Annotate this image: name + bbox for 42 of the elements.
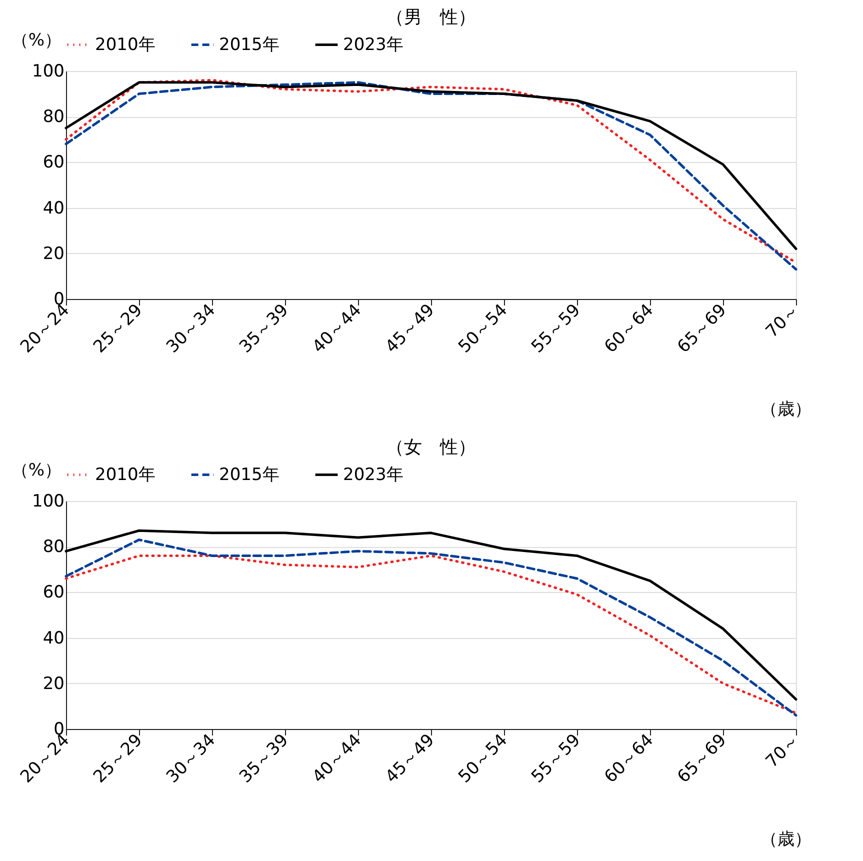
x-tick-label: 25～29 bbox=[90, 730, 147, 788]
x-tick-label: 60～64 bbox=[600, 300, 658, 358]
x-tick-label: 25～29 bbox=[90, 300, 147, 358]
y-tick-label: 100 bbox=[32, 492, 64, 512]
x-tick-label: 50～54 bbox=[454, 730, 512, 788]
y-tick-label: 20 bbox=[42, 674, 64, 694]
x-tick-label: 50～54 bbox=[454, 300, 512, 358]
x-tick-label: 30～34 bbox=[162, 300, 220, 358]
y-tick-label: 80 bbox=[42, 537, 64, 558]
x-tick-label: 65～69 bbox=[674, 300, 731, 358]
y-tick-label: 60 bbox=[42, 582, 64, 603]
x-tick-label: 45～49 bbox=[382, 730, 439, 788]
y-axis-title: （%） bbox=[11, 460, 62, 480]
x-tick-label: 65～69 bbox=[674, 730, 731, 788]
x-tick-label: 40～44 bbox=[308, 300, 366, 358]
legend-label: 2015年 bbox=[219, 34, 280, 55]
chart-title: （男 性） bbox=[386, 7, 476, 28]
x-tick-label: 70～ bbox=[762, 300, 804, 342]
x-tick-label: 55～59 bbox=[528, 730, 585, 788]
x-tick-label: 40～44 bbox=[308, 730, 366, 788]
y-axis-title: （%） bbox=[11, 30, 62, 50]
y-tick-label: 80 bbox=[42, 107, 64, 128]
legend-label: 2023年 bbox=[343, 464, 404, 485]
x-tick-label: 70～ bbox=[762, 730, 804, 772]
legend-label: 2010年 bbox=[95, 34, 156, 55]
x-tick-label: 35～39 bbox=[236, 300, 293, 358]
chart-title: （女 性） bbox=[386, 437, 476, 458]
y-tick-label: 60 bbox=[42, 152, 64, 173]
y-tick-label: 40 bbox=[42, 628, 64, 648]
y-tick-label: 100 bbox=[32, 62, 64, 82]
x-axis-title: （歳） bbox=[760, 400, 812, 420]
x-tick-label: 60～64 bbox=[600, 730, 658, 788]
y-tick-label: 40 bbox=[42, 198, 64, 218]
x-tick-label: 55～59 bbox=[528, 300, 585, 358]
legend-label: 2010年 bbox=[95, 464, 156, 485]
x-axis-title: （歳） bbox=[760, 830, 812, 850]
y-tick-label: 20 bbox=[42, 244, 64, 264]
legend-label: 2015年 bbox=[219, 464, 280, 485]
x-tick-label: 45～49 bbox=[382, 300, 439, 358]
x-tick-label: 30～34 bbox=[162, 730, 220, 788]
x-tick-label: 35～39 bbox=[236, 730, 293, 788]
legend-label: 2023年 bbox=[343, 34, 404, 55]
